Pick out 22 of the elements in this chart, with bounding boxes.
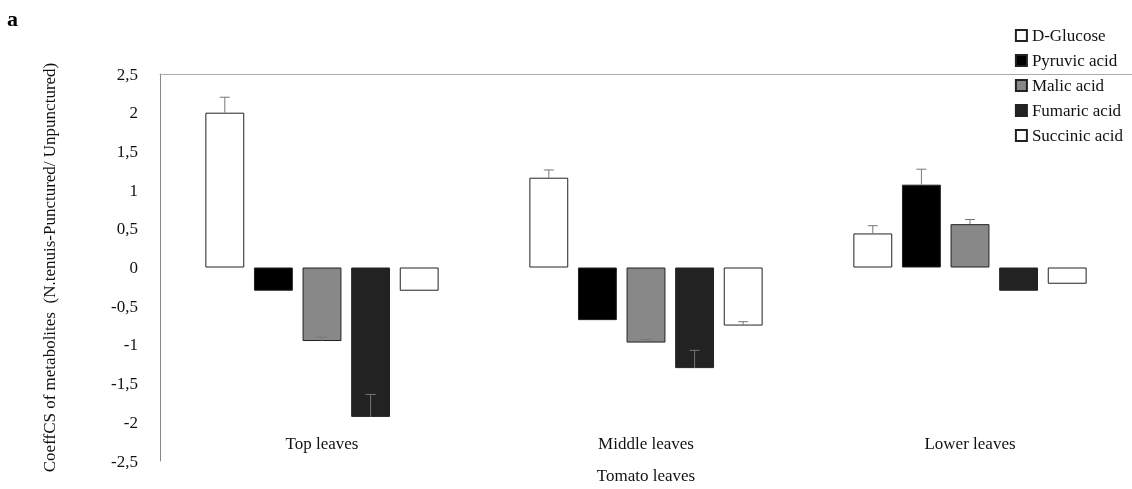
x-axis-title: Tomato leaves [596,466,696,485]
x-tick-label: Top leaves [285,434,359,453]
y-tick-label: 0,5 [116,219,138,239]
y-tick-label: 2,5 [116,64,138,84]
chart-title: a [7,5,18,31]
legend-label: Succinic acid [1031,126,1124,145]
legend-label: Pyruvic acid [1031,51,1118,70]
x-tick-label: Lower leaves [924,434,1016,453]
y-tick-label: -1 [123,335,138,355]
y-tick-label: 0 [129,258,138,277]
y-tick-label: -2,5 [111,451,138,471]
legend-label: D-Glucose [1031,26,1106,45]
y-tick-label: 2 [129,103,138,123]
legend-label: Malic acid [1031,76,1105,95]
y-tick-label: -0,5 [111,296,138,316]
y-tick-label: 1,5 [116,141,138,161]
y-axis-title: CoeffCS of metabolites (N.tenuis-Punctured/ Unpunctured) [39,62,59,473]
x-tick-label: Middle leaves [598,434,694,453]
y-tick-label: 1 [129,180,138,200]
y-tick-label: -2 [123,412,138,432]
y-tick-label: -1,5 [111,374,138,394]
legend-label: Fumaric acid [1031,101,1122,120]
